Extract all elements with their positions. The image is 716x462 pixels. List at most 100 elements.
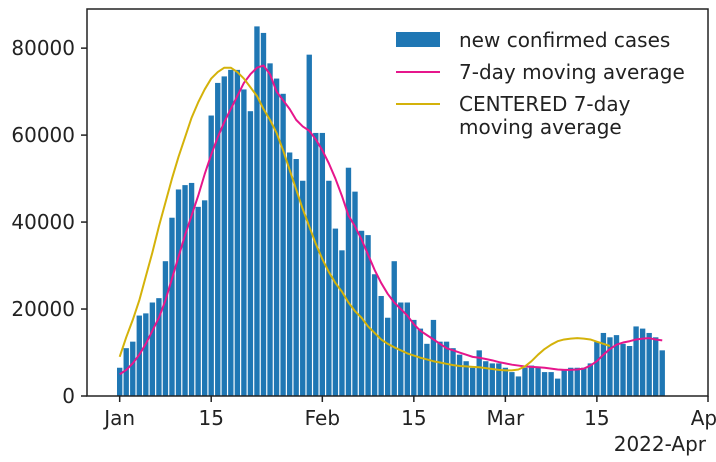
bar [653, 337, 659, 396]
bar [391, 261, 397, 396]
bar [385, 317, 391, 396]
bar [639, 328, 646, 396]
x-tick-label: 15 [198, 406, 223, 430]
bar [456, 354, 463, 396]
bar [254, 26, 260, 396]
x-tick-label: 15 [584, 406, 609, 430]
plot-frame [86, 8, 709, 397]
bar [620, 343, 626, 396]
bar [404, 302, 410, 396]
bar [581, 367, 587, 396]
bar [208, 115, 214, 396]
bar [476, 350, 482, 396]
bar [175, 189, 182, 396]
bar [443, 341, 450, 396]
bar [515, 376, 522, 396]
bar [633, 326, 639, 396]
x-tick-label: Apr [691, 406, 716, 430]
legend: new confirmed cases 7-day moving average C… [396, 28, 685, 139]
bar [554, 378, 561, 396]
legend-label: 7-day moving average [459, 60, 685, 84]
bar [313, 132, 319, 396]
bar [378, 295, 384, 396]
bar [522, 367, 528, 396]
x-tick-label: Mar [486, 406, 525, 430]
bar [149, 302, 156, 396]
bar [469, 367, 476, 396]
bar [358, 230, 365, 396]
bar [568, 367, 574, 396]
bar [509, 372, 515, 396]
bar [300, 180, 306, 396]
bar [221, 76, 227, 397]
bar [613, 335, 620, 396]
series-line-2 [118, 66, 611, 372]
y-tick-label: 0 [62, 384, 75, 408]
bar [241, 89, 247, 396]
bar [117, 367, 123, 396]
bar [600, 332, 607, 396]
bar [496, 363, 502, 396]
bar [123, 348, 129, 396]
bar [607, 337, 613, 396]
bar [528, 365, 535, 396]
bar [326, 180, 332, 396]
x-tick-label: Feb [305, 406, 340, 430]
bar [130, 341, 136, 396]
bar [215, 82, 221, 397]
legend-label: CENTERED 7-day moving average [459, 92, 631, 139]
bar [319, 132, 326, 396]
bar [626, 345, 633, 396]
bar [371, 274, 378, 396]
y-tick-label: 40000 [11, 210, 75, 234]
y-tick-label: 60000 [11, 123, 75, 147]
bar [247, 111, 254, 396]
bar [267, 63, 273, 396]
bar [286, 152, 293, 396]
series-line-1 [119, 64, 663, 376]
y-tick-label: 80000 [11, 36, 75, 60]
bar [156, 298, 162, 396]
bar [280, 93, 286, 396]
bar [169, 217, 175, 396]
bar [548, 372, 554, 396]
bar [430, 319, 437, 396]
bar [535, 367, 541, 396]
bar [345, 167, 352, 396]
bar [228, 69, 234, 396]
bar [188, 182, 195, 396]
bar [182, 185, 188, 396]
bar [594, 341, 600, 396]
bar [260, 32, 267, 397]
bar [201, 200, 208, 396]
x-tick-label: Jan [102, 406, 135, 430]
bar [293, 159, 299, 396]
bar [417, 328, 424, 396]
lines-layer [118, 64, 663, 376]
bar [450, 348, 456, 396]
bar [561, 369, 567, 396]
bar [646, 332, 652, 396]
bar [574, 367, 580, 396]
y-tick-label: 20000 [11, 297, 75, 321]
bar [365, 235, 371, 396]
bar [502, 367, 509, 396]
bar [659, 350, 665, 396]
bar [541, 372, 548, 396]
bars-layer [117, 26, 665, 397]
bar [352, 191, 358, 396]
ticks-layer: Jan 15 Feb 15 Mar 15 Apr 0 20000 40000 60000 80000 [11, 36, 716, 430]
bar [143, 313, 149, 396]
bar [162, 261, 169, 396]
bar [587, 363, 594, 396]
x-offset-label: 2022-Apr [614, 432, 707, 456]
legend-swatch [396, 32, 440, 47]
bar [489, 363, 495, 396]
bar [483, 361, 489, 396]
bar [195, 206, 201, 396]
bar [437, 341, 443, 396]
bar [339, 250, 345, 396]
bar [332, 228, 339, 396]
bar [424, 343, 430, 396]
